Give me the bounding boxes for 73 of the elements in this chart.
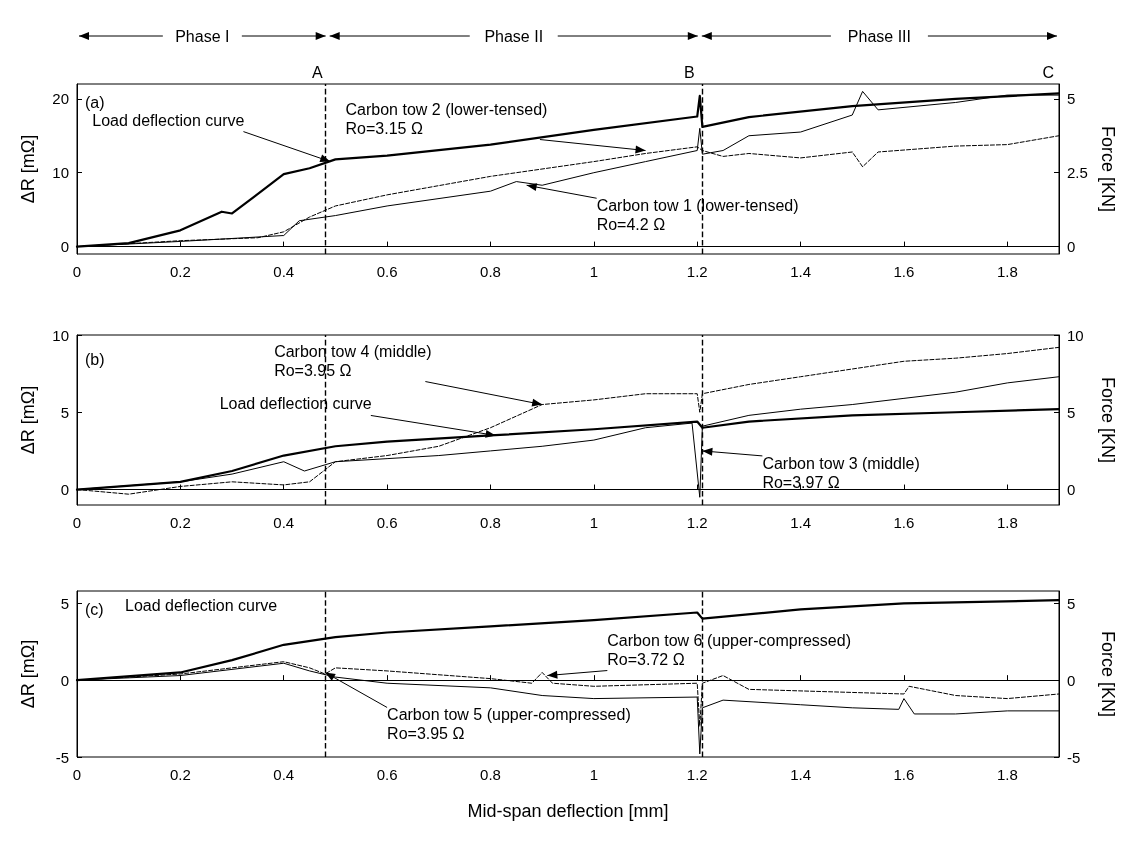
- x-tick-label: 0: [72, 514, 82, 531]
- x-tick-label: 0.2: [169, 766, 191, 783]
- x-tick-label: 1.2: [686, 766, 708, 783]
- x-tick-label: 1.8: [996, 766, 1018, 783]
- y2-tick-label: 10: [1067, 326, 1084, 344]
- y2-tick-label: 5: [1067, 403, 1076, 421]
- annotation: Carbon tow 1 (lower-tensed) Ro=4.2 Ω: [596, 197, 799, 234]
- x-tick-label: 1.6: [893, 514, 915, 531]
- text: B: [684, 64, 695, 81]
- y-tick-label: 0: [60, 671, 69, 689]
- y2-axis-title: Force [KN]: [1098, 630, 1118, 718]
- y2-axis-title: Force [KN]: [1098, 125, 1118, 213]
- annotation: Load deflection curve: [92, 111, 245, 129]
- annotation: Carbon tow 5 (upper-compressed) Ro=3.95 Ω: [387, 706, 631, 743]
- y2-tick-label: 0: [1067, 671, 1076, 689]
- x-tick-label: 0.8: [480, 514, 501, 531]
- x-tick-label: 0.2: [169, 263, 191, 280]
- x-tick-label: 1.6: [893, 263, 915, 280]
- y-axis-title: ΔR [mΩ]: [18, 639, 38, 709]
- x-tick-label: 1.2: [686, 514, 708, 531]
- y-axis-title: ΔR [mΩ]: [18, 134, 38, 204]
- y-axis-title: ΔR [mΩ]: [18, 385, 38, 455]
- annotation: (c): [85, 601, 104, 618]
- annotation: Carbon tow 2 (lower-tensed) Ro=3.15 Ω: [345, 100, 548, 137]
- x-tick-label: 1: [589, 766, 599, 783]
- text: C: [1042, 64, 1054, 81]
- y-tick-label: 0: [60, 481, 69, 499]
- x-tick-label: 1.6: [893, 766, 915, 783]
- x-tick-label: 0.6: [376, 766, 398, 783]
- y2-tick-label: 5: [1067, 90, 1076, 108]
- y-tick-label: 10: [52, 164, 69, 182]
- x-tick-label: 0: [72, 263, 82, 280]
- y2-tick-label: 2.5: [1067, 164, 1088, 182]
- x-tick-label: 1.2: [686, 263, 708, 280]
- x-axis-title: Mid-span deflection [mm]: [467, 801, 669, 821]
- x-tick-label: 1.4: [790, 263, 812, 280]
- x-tick-label: 1: [589, 514, 599, 531]
- x-tick-label: 1.8: [996, 263, 1018, 280]
- x-tick-label: 1.4: [790, 766, 812, 783]
- annotation: (a): [85, 94, 105, 111]
- x-tick-label: 0.6: [376, 263, 398, 280]
- x-tick-label: 0.2: [169, 514, 191, 531]
- text: A: [312, 64, 323, 81]
- y-tick-label: -5: [55, 748, 69, 766]
- text: Phase III: [847, 28, 911, 45]
- x-tick-label: 1: [589, 263, 599, 280]
- x-tick-label: 0.6: [376, 514, 398, 531]
- x-tick-label: 1.8: [996, 514, 1018, 531]
- x-tick-label: 0.4: [273, 514, 295, 531]
- x-tick-label: 0.4: [273, 766, 295, 783]
- x-tick-label: 0.8: [480, 263, 501, 280]
- y-tick-label: 5: [60, 594, 69, 612]
- y2-tick-label: 5: [1067, 594, 1076, 612]
- x-tick-label: 0.8: [480, 766, 501, 783]
- annotation: Carbon tow 4 (middle) Ro=3.95 Ω: [274, 342, 432, 379]
- text: Phase II: [484, 28, 544, 45]
- annotation: Carbon tow 6 (upper-compressed) Ro=3.72 Ω: [607, 631, 851, 668]
- x-tick-label: 1.4: [790, 514, 812, 531]
- y-tick-label: 20: [52, 90, 69, 108]
- y2-tick-label: 0: [1067, 481, 1076, 499]
- annotation: (b): [85, 351, 105, 368]
- x-tick-label: 0: [72, 766, 82, 783]
- y2-axis-title: Force [KN]: [1098, 376, 1118, 464]
- text: Phase I: [175, 28, 230, 45]
- y2-tick-label: 0: [1067, 238, 1076, 256]
- x-tick-label: 0.4: [273, 263, 295, 280]
- y2-tick-label: -5: [1067, 748, 1081, 766]
- y-tick-label: 0: [60, 238, 69, 256]
- annotation: Load deflection curve: [125, 597, 278, 614]
- y-tick-label: 5: [60, 403, 69, 421]
- annotation: Load deflection curve: [219, 395, 372, 413]
- annotation: Carbon tow 3 (middle) Ro=3.97 Ω: [762, 454, 920, 491]
- y-tick-label: 10: [52, 326, 69, 344]
